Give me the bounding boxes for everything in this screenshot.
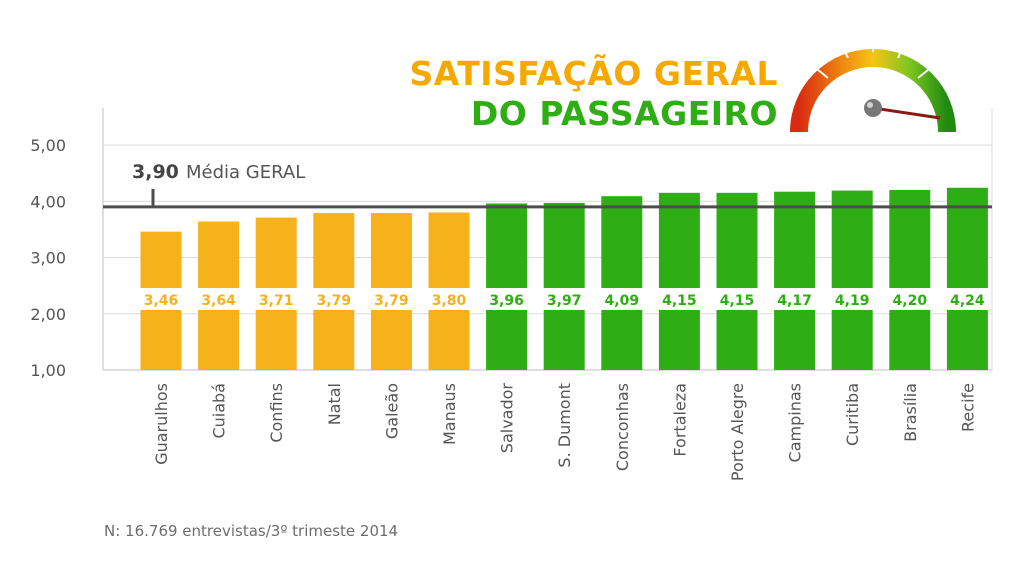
bar bbox=[774, 191, 816, 370]
y-tick-label: 2,00 bbox=[30, 305, 66, 324]
x-tick-label: Curitiba bbox=[843, 383, 862, 446]
x-tick-label: Cuiabá bbox=[210, 383, 229, 439]
footnote: N: 16.769 entrevistas/3º trimeste 2014 bbox=[104, 522, 399, 540]
bar-label-band bbox=[888, 288, 932, 310]
bar-value-label: 4,20 bbox=[893, 293, 928, 309]
bar-value-label: 3,79 bbox=[317, 293, 352, 309]
x-tick-label: Conconhas bbox=[613, 383, 632, 471]
gauge-icon bbox=[790, 30, 956, 133]
bar-label-band bbox=[945, 288, 989, 310]
bar-value-label: 3,80 bbox=[432, 293, 467, 309]
bar-value-label: 3,71 bbox=[259, 293, 294, 309]
x-tick-label: Salvador bbox=[498, 383, 517, 454]
bar-label-band bbox=[312, 288, 356, 310]
bar-label-band bbox=[542, 288, 586, 310]
y-tick-label: 4,00 bbox=[30, 192, 66, 211]
bar-value-label: 3,79 bbox=[374, 293, 409, 309]
x-tick-label: Natal bbox=[325, 383, 344, 425]
x-tick-label: Manaus bbox=[440, 383, 459, 445]
average-label: Média GERAL bbox=[186, 162, 305, 183]
bar bbox=[889, 190, 931, 370]
bar bbox=[543, 202, 585, 370]
average-value: 3,90 bbox=[132, 161, 179, 183]
bar bbox=[716, 192, 758, 370]
bar-value-label: 3,46 bbox=[144, 293, 179, 309]
y-tick-label: 5,00 bbox=[30, 136, 66, 155]
bar-label-band bbox=[485, 288, 529, 310]
x-tick-label: Campinas bbox=[786, 383, 805, 462]
bar-label-band bbox=[715, 288, 759, 310]
bar-value-label: 4,17 bbox=[777, 293, 812, 309]
x-tick-label: S. Dumont bbox=[555, 383, 574, 468]
bar-label-band bbox=[197, 288, 241, 310]
x-tick-label: Brasília bbox=[901, 383, 920, 442]
bar bbox=[946, 187, 988, 370]
bar-value-label: 4,15 bbox=[662, 293, 697, 309]
bar-value-label: 3,64 bbox=[201, 293, 236, 309]
x-tick-label: Recife bbox=[958, 383, 977, 432]
bar-value-label: 4,19 bbox=[835, 293, 870, 309]
x-tick-label: Galeão bbox=[382, 383, 401, 439]
bar-label-band bbox=[369, 288, 413, 310]
bar-value-label: 3,97 bbox=[547, 293, 582, 309]
x-tick-label: Guarulhos bbox=[152, 383, 171, 465]
title-line-1: SATISFAÇÃO GERAL bbox=[409, 54, 778, 93]
bar bbox=[601, 196, 643, 370]
bar-value-label: 4,24 bbox=[950, 293, 985, 309]
bar-value-label: 3,96 bbox=[489, 293, 524, 309]
bar-value-label: 4,09 bbox=[605, 293, 640, 309]
title-line-2: DO PASSAGEIRO bbox=[470, 94, 778, 133]
bar-label-band bbox=[657, 288, 701, 310]
bar-label-band bbox=[427, 288, 471, 310]
bar bbox=[831, 190, 873, 370]
bar-label-band bbox=[254, 288, 298, 310]
bar-label-band bbox=[830, 288, 874, 310]
bar bbox=[486, 203, 528, 370]
y-tick-label: 3,00 bbox=[30, 249, 66, 268]
y-tick-label: 1,00 bbox=[30, 361, 66, 380]
x-tick-label: Confins bbox=[267, 383, 286, 443]
bar-value-label: 4,15 bbox=[720, 293, 755, 309]
x-tick-label: Porto Alegre bbox=[728, 383, 747, 481]
x-tick-label: Fortaleza bbox=[670, 383, 689, 457]
bar-label-band bbox=[139, 288, 183, 310]
bar-label-band bbox=[600, 288, 644, 310]
bar-label-band bbox=[773, 288, 817, 310]
bar bbox=[658, 192, 700, 370]
